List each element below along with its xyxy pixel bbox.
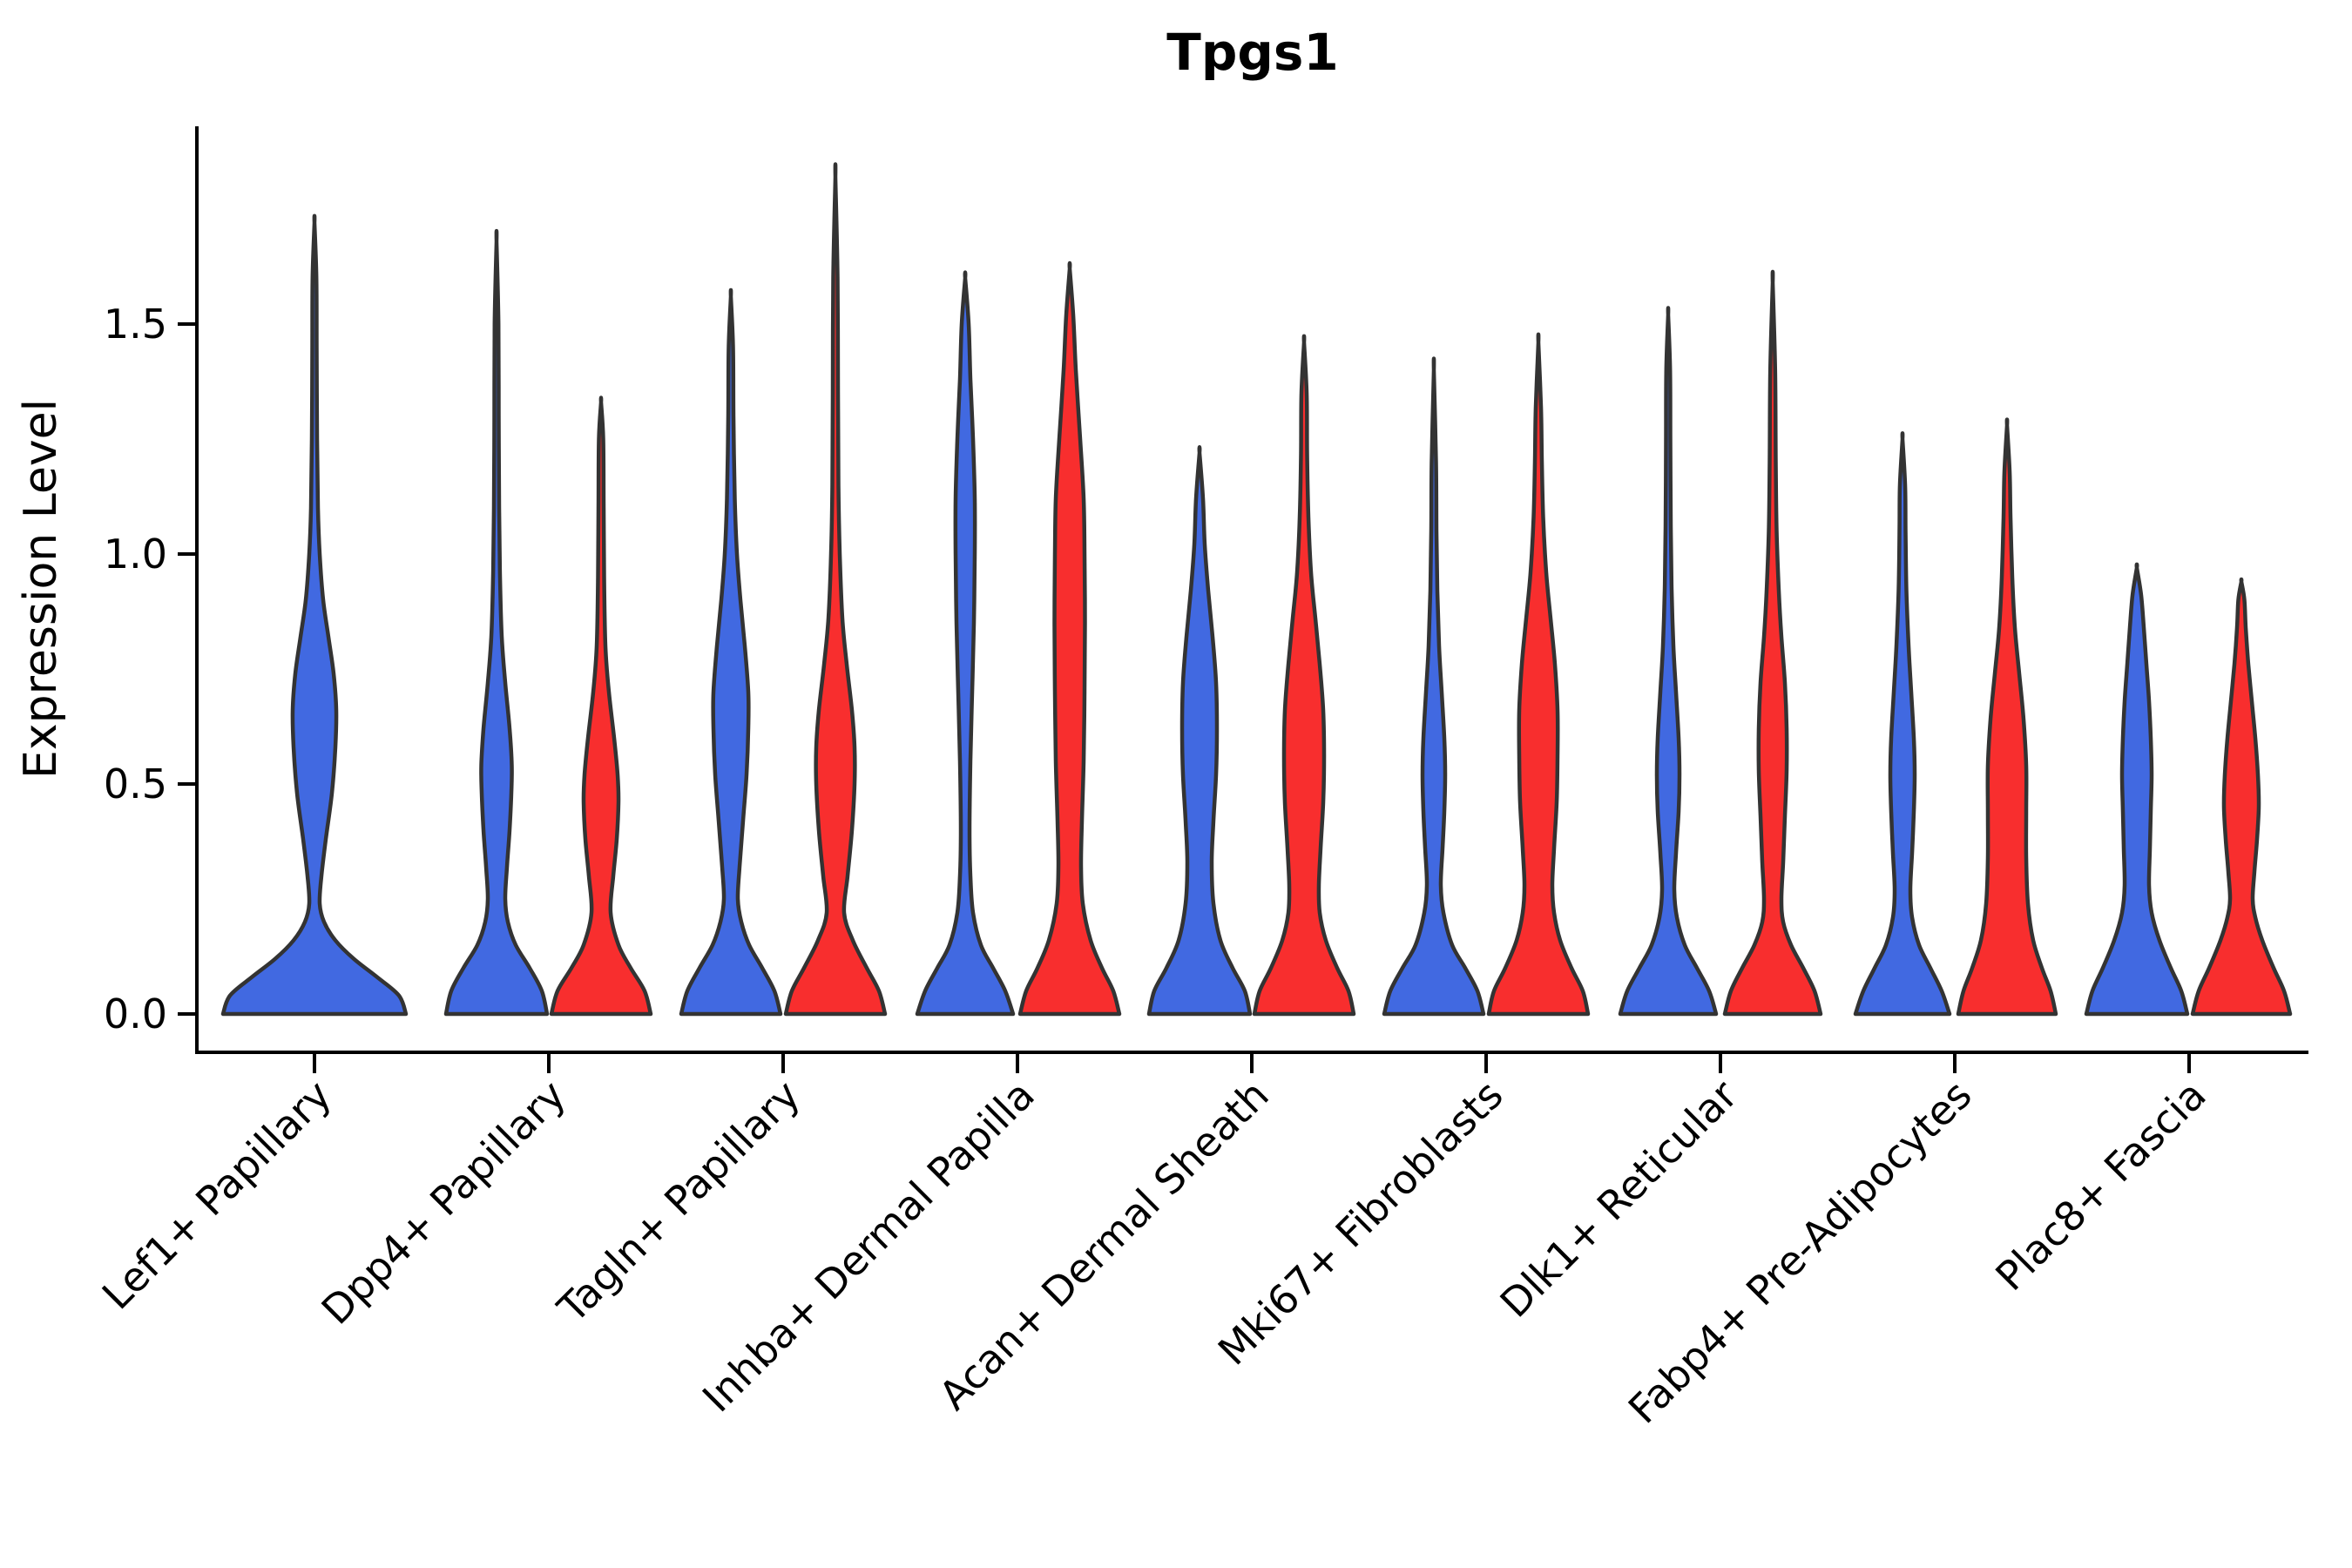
x-tick-label-0: Lef1+ Papillary xyxy=(93,1071,341,1319)
violin-dpp4-papillary-group-red xyxy=(549,395,653,1017)
violin-plac8-fascia-group-red xyxy=(2190,577,2293,1017)
x-tick-label-2: Tagln+ Papillary xyxy=(548,1071,809,1333)
violin-dlk1-reticular-group-red xyxy=(1722,269,1823,1017)
y-tick-label-3: 1.5 xyxy=(104,301,167,348)
chart-title: Tpgs1 xyxy=(1166,23,1338,82)
violin-plac8-fascia-group-blue xyxy=(2084,562,2190,1017)
violin-lef1-papillary-group-blue xyxy=(220,213,409,1017)
violin-mki67-fibroblasts-group-red xyxy=(1486,332,1591,1017)
x-tick-label-8: Plac8+ Fascia xyxy=(1986,1071,2214,1300)
violin-fabp4-pre-adipocytes-group-red xyxy=(1956,417,2058,1017)
violin-fabp4-pre-adipocytes-group-blue xyxy=(1853,431,1952,1017)
x-tick-label-6: Dlk1+ Reticular xyxy=(1491,1071,1747,1327)
x-tick-label-1: Dpp4+ Papillary xyxy=(313,1071,575,1334)
y-axis-label: Expression Level xyxy=(15,399,67,779)
y-tick-label-0: 0.0 xyxy=(104,990,167,1037)
violin-mki67-fibroblasts-group-blue xyxy=(1382,356,1486,1017)
violin-inhba-dermal-papilla-group-blue xyxy=(915,270,1016,1017)
y-tick-label-1: 0.5 xyxy=(104,760,167,808)
violin-acan-dermal-sheath-group-red xyxy=(1252,334,1356,1017)
violin-tagln-papillary-group-blue xyxy=(679,287,783,1017)
y-tick-label-2: 1.0 xyxy=(104,531,167,578)
violins-layer xyxy=(220,162,2293,1017)
violin-tagln-papillary-group-red xyxy=(783,162,888,1017)
violin-inhba-dermal-papilla-group-red xyxy=(1017,260,1122,1017)
violin-acan-dermal-sheath-group-blue xyxy=(1146,444,1253,1017)
violin-dpp4-papillary-group-blue xyxy=(443,228,550,1017)
violin-dlk1-reticular-group-blue xyxy=(1618,306,1719,1017)
